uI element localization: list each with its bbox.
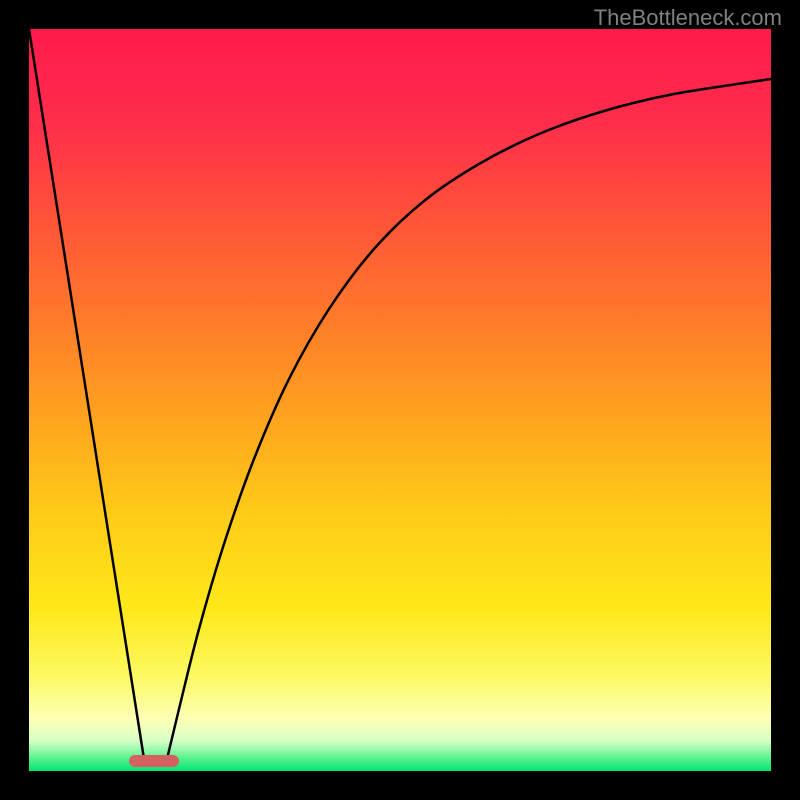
watermark-text: TheBottleneck.com <box>594 5 782 31</box>
chart-container <box>29 29 771 771</box>
bottleneck-indicator <box>129 755 179 767</box>
bottleneck-curve <box>29 29 771 771</box>
